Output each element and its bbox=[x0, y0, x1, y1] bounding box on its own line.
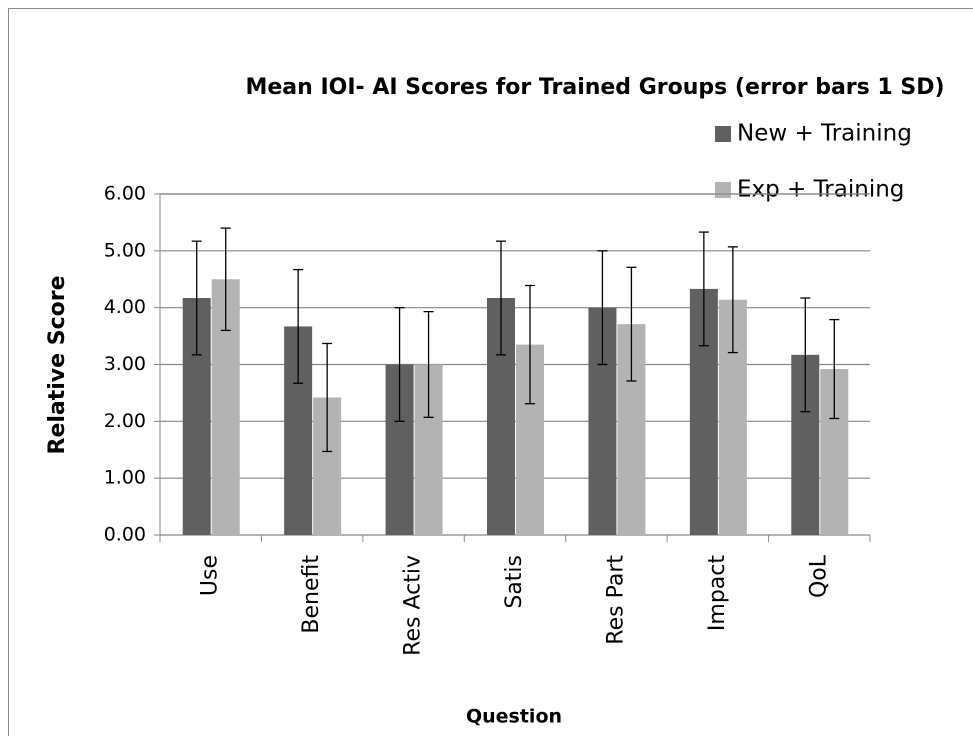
y-tick-label: 4.00 bbox=[104, 296, 146, 318]
y-tick-label: 0.00 bbox=[104, 524, 146, 546]
error-bar bbox=[220, 227, 231, 332]
error-bar bbox=[727, 246, 738, 354]
error-bar bbox=[626, 266, 637, 382]
y-tick-label: 3.00 bbox=[104, 353, 146, 375]
error-bar bbox=[322, 342, 333, 453]
x-tick-label: Satis bbox=[502, 555, 527, 609]
x-tick-label: Impact bbox=[705, 555, 730, 631]
x-tick-label: QoL bbox=[806, 554, 831, 598]
error-bar bbox=[829, 318, 840, 420]
y-tick-label: 1.00 bbox=[104, 467, 146, 489]
error-bar bbox=[191, 240, 202, 356]
x-tick-label: Benefit bbox=[299, 555, 324, 634]
x-tick-label: Res Activ bbox=[401, 555, 426, 656]
error-bar bbox=[423, 310, 434, 419]
chart-title: Mean IOI- AI Scores for Trained Groups (… bbox=[245, 75, 944, 100]
error-bar bbox=[293, 268, 304, 384]
x-tick-label: Use bbox=[198, 555, 223, 596]
error-bar bbox=[394, 307, 405, 422]
error-bar bbox=[496, 240, 506, 356]
x-axis-label: Question bbox=[466, 706, 562, 728]
error-bar bbox=[525, 284, 535, 405]
legend-swatch bbox=[715, 182, 731, 198]
y-tick-label: 6.00 bbox=[104, 183, 146, 205]
error-bar bbox=[698, 231, 709, 347]
legend-label: New + Training bbox=[737, 121, 912, 147]
error-bar bbox=[597, 250, 608, 366]
legend-label: Exp + Training bbox=[737, 177, 904, 203]
y-tick-label: 2.00 bbox=[104, 410, 146, 432]
x-tick-label: Res Part bbox=[603, 555, 628, 645]
error-bar bbox=[800, 297, 811, 413]
legend-swatch bbox=[715, 126, 731, 142]
y-tick-label: 5.00 bbox=[104, 239, 146, 261]
y-axis-label: Relative Score bbox=[45, 276, 70, 455]
